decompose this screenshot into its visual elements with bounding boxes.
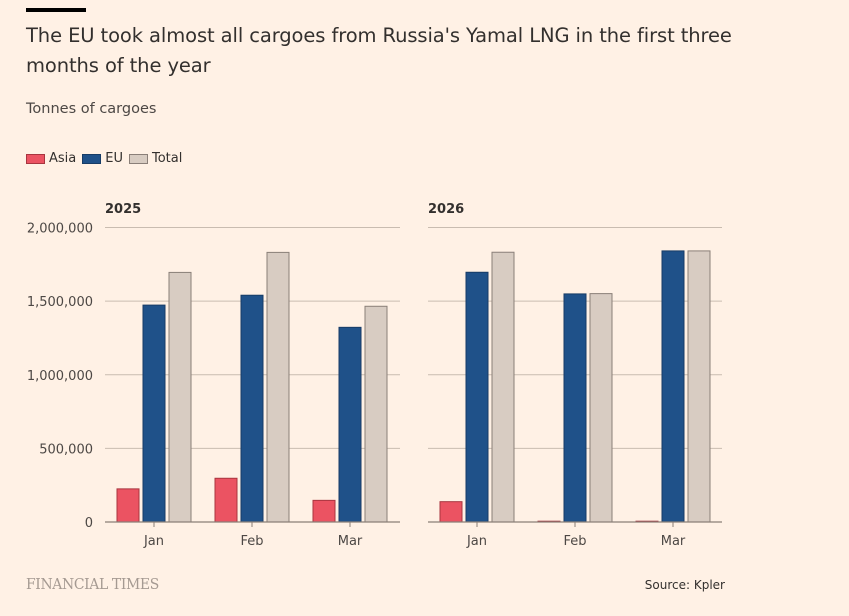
ft-logo: FINANCIAL TIMES [26, 575, 159, 593]
bar-2026-mar-total [687, 250, 711, 523]
bar-2025-mar-eu [338, 326, 362, 523]
y-tick-label: 1,500,000 [27, 295, 93, 310]
x-tick-label: Feb [563, 534, 586, 549]
x-tick-label: Jan [143, 534, 164, 549]
y-tick-label: 2,000,000 [27, 222, 93, 237]
bar-2025-feb-total [266, 251, 290, 523]
x-tick-label: Jan [466, 534, 487, 549]
bar-2026-jan-eu [465, 271, 489, 523]
panel-2025: 2025 500,000 1,000,000 1,500,000 2,000,000 0 J… [27, 202, 400, 549]
x-tick-label: Mar [338, 534, 363, 549]
bar-2026-jan-asia [439, 501, 463, 523]
ft-top-rule [26, 8, 86, 12]
panel-title-2025: 2025 [105, 202, 141, 217]
bar-2026-feb-eu [563, 293, 587, 523]
bar-2026-feb-total [589, 293, 613, 523]
chart-subtitle: Tonnes of cargoes [26, 101, 157, 117]
source-note: Source: Kpler [644, 578, 725, 592]
bar-2026-jan-total [491, 251, 515, 523]
legend-label-eu: EU [105, 151, 123, 166]
panel-2026: 2026 Jan Feb Mar [428, 202, 722, 549]
legend-item-total: Total [128, 151, 183, 166]
legend-item-eu: EU [82, 151, 123, 166]
panel-title-2026: 2026 [428, 202, 464, 217]
bar-2025-jan-eu [142, 304, 166, 523]
bar-2025-jan-total [168, 271, 192, 523]
y-tick-label: 500,000 [39, 442, 93, 457]
legend-swatch-total [128, 153, 148, 164]
y-tick-label: 0 [85, 516, 93, 531]
bar-2025-jan-asia [116, 488, 140, 523]
y-tick-label: 1,000,000 [27, 369, 93, 384]
x-tick-label: Feb [240, 534, 263, 549]
legend-label-asia: Asia [49, 151, 77, 166]
legend: Asia EU Total [26, 151, 188, 166]
legend-item-asia: Asia [26, 151, 76, 166]
legend-label-total: Total [151, 151, 183, 166]
legend-swatch-eu [82, 153, 102, 164]
bar-2025-feb-eu [240, 294, 264, 523]
legend-swatch-asia [26, 153, 45, 164]
bar-2025-mar-total [364, 305, 388, 523]
bar-2026-mar-eu [661, 250, 685, 523]
bar-2025-mar-asia [312, 499, 336, 523]
chart-title: The EU took almost all cargoes from Russ… [26, 24, 732, 77]
x-tick-label: Mar [661, 534, 686, 549]
bar-2025-feb-asia [214, 477, 238, 523]
